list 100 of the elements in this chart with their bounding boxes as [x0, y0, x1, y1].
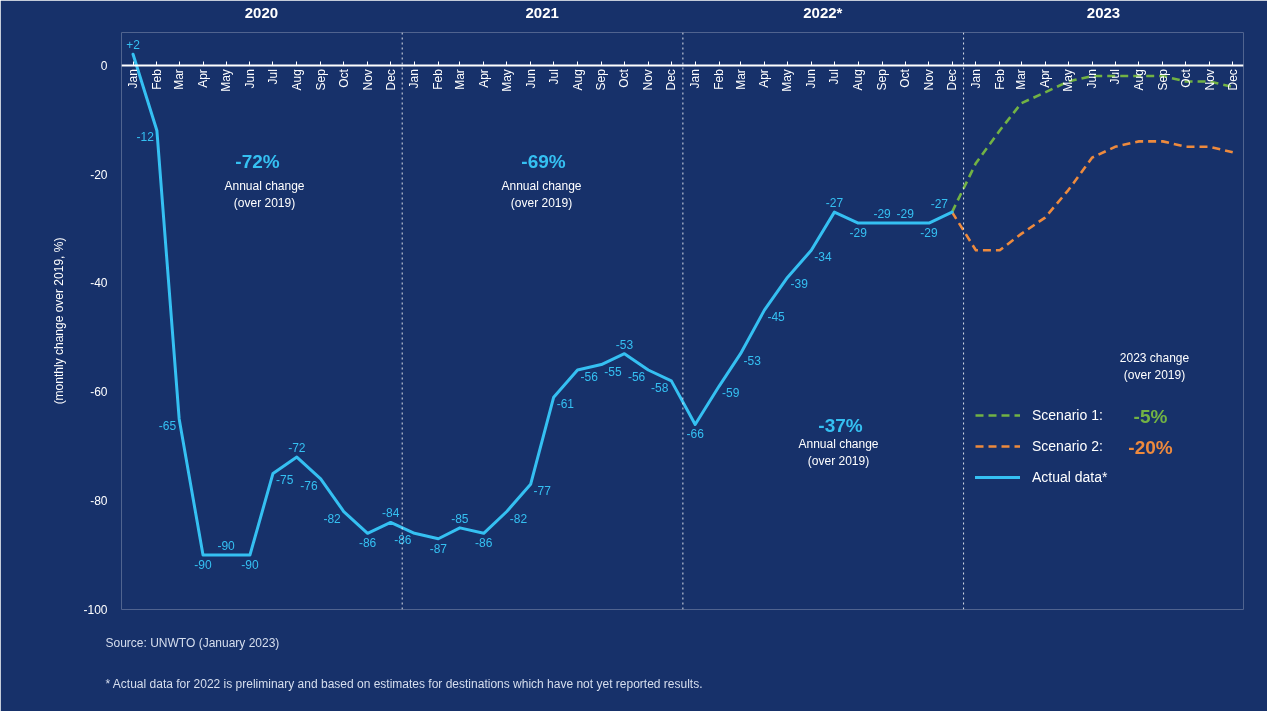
y-tick-label: -20 — [90, 167, 108, 182]
data-label: -84 — [381, 506, 400, 521]
data-label: -65 — [158, 418, 177, 433]
data-label: -86 — [394, 533, 412, 548]
x-tick-label: Oct — [898, 68, 913, 88]
x-tick-label: Sep — [313, 68, 328, 91]
source-note: Source: UNWTO (January 2023) — [105, 635, 280, 650]
annotation: -69% — [521, 151, 566, 173]
x-tick-label: Jun — [242, 69, 257, 89]
legend-label: Actual data* — [1032, 468, 1108, 487]
x-tick-label: Oct — [1178, 68, 1193, 88]
x-tick-label: Nov — [360, 69, 375, 91]
x-tick-label: May — [499, 69, 514, 92]
legend-title: 2023 change (over 2019) — [1119, 350, 1190, 382]
x-tick-label: Mar — [733, 69, 748, 90]
x-tick-label: Apr — [196, 69, 211, 88]
x-tick-label: Nov — [1202, 69, 1217, 91]
x-tick-label: Feb — [431, 68, 446, 90]
text: * Actual data for 2022 is preliminary and based on estimates for destinations which have not yet reported results. — [105, 677, 703, 691]
data-label: -90 — [217, 539, 236, 554]
x-tick-label: Dec — [1225, 69, 1240, 91]
x-tick-label: Aug — [851, 69, 866, 91]
x-tick-label: Jun — [1085, 69, 1099, 89]
x-tick-label: Jul — [1108, 69, 1123, 85]
y-tick-label: -100 — [83, 603, 108, 617]
data-label: -29 — [920, 226, 938, 241]
data-label: -72 — [288, 441, 306, 456]
x-tick-label: Dec — [383, 69, 398, 91]
annotation: -20% — [1128, 436, 1173, 458]
x-tick-label: Jul — [266, 69, 280, 85]
data-label: -27 — [930, 197, 949, 212]
x-tick-label: Sep — [875, 68, 890, 91]
x-tick-label: Dec — [945, 69, 960, 91]
x-tick-label: Sep — [1155, 68, 1170, 91]
x-tick-label: Nov — [921, 69, 936, 91]
y-tick-label: -80 — [90, 494, 108, 509]
annotation: Annual change (over 2019) — [501, 178, 582, 210]
legend-label: Scenario 2: — [1032, 437, 1103, 456]
data-label: -61 — [556, 397, 575, 412]
data-label: -77 — [533, 484, 552, 499]
x2-tick-label: 2021 — [525, 3, 559, 21]
x-tick-label: Oct — [617, 68, 632, 88]
x-tick-label: Jul — [546, 69, 561, 85]
x-tick-label: Jan — [407, 69, 422, 89]
x-tick-label: Apr — [1038, 69, 1053, 88]
x-tick-label: Mar — [1014, 69, 1029, 90]
data-label: -39 — [790, 277, 809, 292]
data-label: -85 — [451, 511, 469, 526]
annotation: Annual change (over 2019) — [798, 437, 879, 469]
x2-tick-label: 2023 — [1086, 3, 1121, 21]
annotation: -72% — [235, 151, 280, 173]
x-tick-label: Jun — [523, 69, 538, 89]
data-label: -58 — [651, 380, 669, 395]
data-label: -27 — [825, 196, 844, 211]
x-tick-label: Feb — [149, 68, 164, 90]
x-tick-label: Jun — [804, 69, 819, 89]
data-label: -76 — [300, 478, 318, 493]
x-tick-label: Aug — [570, 69, 585, 91]
x-tick-label: Feb — [712, 68, 727, 90]
data-label: -29 — [873, 207, 892, 222]
x-tick-label: Dec — [664, 69, 679, 91]
data-label: -53 — [615, 337, 634, 352]
x-tick-label: May — [219, 69, 234, 92]
data-label: -86 — [358, 536, 377, 551]
data-label: -34 — [814, 250, 832, 265]
data-label: -90 — [194, 558, 213, 573]
data-label: -86 — [475, 536, 493, 551]
x-tick-label: Apr — [757, 69, 772, 88]
annotation: -5% — [1133, 406, 1168, 427]
data-label: -82 — [323, 511, 342, 526]
x-tick-label: Jan — [688, 69, 703, 89]
x-tick-label: Mar — [172, 69, 187, 90]
x-tick-label: Jan — [968, 69, 983, 89]
data-label: -56 — [580, 369, 599, 384]
y-tick-label: -60 — [90, 385, 108, 400]
x-tick-label: May — [780, 69, 795, 92]
data-label: -87 — [429, 541, 448, 556]
data-label: -45 — [767, 310, 786, 325]
data-label: -29 — [849, 226, 868, 241]
x-tick-label: May — [1061, 69, 1076, 92]
x-tick-label: Aug — [289, 69, 304, 91]
data-label: -59 — [722, 386, 740, 401]
y-axis-title: (monthly change over 2019, %) — [52, 237, 67, 405]
data-label: -66 — [686, 427, 705, 442]
data-label: -82 — [509, 511, 528, 526]
x-tick-label: Nov — [641, 69, 656, 91]
x2-tick-label: 2022* — [803, 3, 843, 21]
x-tick-label: Jan — [126, 69, 141, 89]
x-tick-label: Feb — [992, 68, 1007, 90]
data-label: -12 — [136, 130, 155, 145]
data-label: -55 — [604, 364, 623, 379]
data-label: -53 — [743, 353, 762, 368]
data-label: +2 — [126, 38, 141, 53]
data-label: -90 — [241, 558, 259, 573]
legend-label: Scenario 1: — [1032, 406, 1103, 425]
x-tick-label: Oct — [336, 68, 351, 88]
data-label: -75 — [276, 473, 294, 488]
x-tick-label: Aug — [1131, 69, 1146, 91]
x-tick-label: Sep — [594, 68, 609, 91]
line-series — [950, 140, 1235, 252]
